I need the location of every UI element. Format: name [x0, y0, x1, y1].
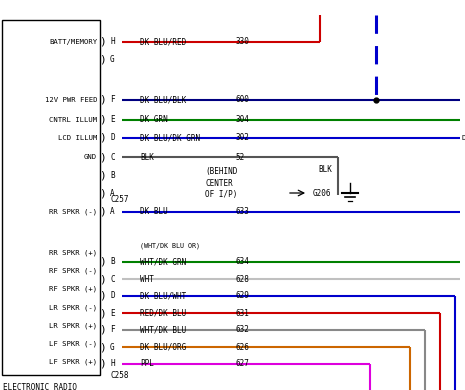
- Text: CNTRL ILLUM: CNTRL ILLUM: [49, 117, 97, 123]
- Text: 12V PWR FEED: 12V PWR FEED: [45, 97, 97, 103]
- Text: 330: 330: [235, 37, 249, 46]
- Text: PPL: PPL: [140, 360, 154, 369]
- Text: D: D: [110, 291, 115, 301]
- Text: ): ): [99, 342, 106, 352]
- Text: ): ): [99, 274, 106, 284]
- Text: ): ): [99, 291, 106, 301]
- Text: WHT: WHT: [140, 275, 154, 284]
- Text: ): ): [99, 359, 106, 369]
- Text: ELECTRONIC RADIO: ELECTRONIC RADIO: [3, 383, 77, 390]
- Text: E: E: [110, 115, 115, 124]
- Text: 52: 52: [235, 152, 244, 161]
- Text: RR SPKR (+): RR SPKR (+): [49, 250, 97, 256]
- Text: LR SPKR (+): LR SPKR (+): [49, 323, 97, 329]
- Text: ): ): [99, 152, 106, 162]
- Text: DK BLU/ORG: DK BLU/ORG: [140, 342, 186, 351]
- Text: RED/DK BLU: RED/DK BLU: [140, 308, 186, 317]
- Text: DK BLU/RED: DK BLU/RED: [140, 37, 186, 46]
- Text: A: A: [110, 207, 115, 216]
- Text: ): ): [99, 115, 106, 125]
- Text: 629: 629: [235, 291, 249, 301]
- Text: H: H: [110, 37, 115, 46]
- Text: G: G: [110, 55, 115, 64]
- Text: ): ): [99, 37, 106, 47]
- Text: G206: G206: [313, 188, 332, 197]
- Text: ): ): [99, 55, 106, 65]
- Text: GND: GND: [84, 154, 97, 160]
- Text: DK BL: DK BL: [462, 135, 465, 141]
- Text: H: H: [110, 360, 115, 369]
- Text: ): ): [99, 257, 106, 267]
- Text: BLK: BLK: [318, 165, 332, 174]
- Text: LCD ILLUM: LCD ILLUM: [58, 135, 97, 141]
- Text: WHT/DK BLU: WHT/DK BLU: [140, 326, 186, 335]
- Text: 631: 631: [235, 308, 249, 317]
- Text: LR SPKR (-): LR SPKR (-): [49, 305, 97, 311]
- Text: LF SPKR (-): LF SPKR (-): [49, 341, 97, 347]
- Text: A: A: [110, 190, 115, 199]
- Text: LF SPKR (+): LF SPKR (+): [49, 359, 97, 365]
- Text: B: B: [110, 172, 115, 181]
- Text: 302: 302: [235, 133, 249, 142]
- Text: E: E: [110, 308, 115, 317]
- Text: D: D: [110, 133, 115, 142]
- Text: (BEHIND
CENTER
OF I/P): (BEHIND CENTER OF I/P): [205, 167, 237, 199]
- Text: 627: 627: [235, 360, 249, 369]
- Text: C: C: [110, 152, 115, 161]
- Text: 633: 633: [235, 207, 249, 216]
- Text: 628: 628: [235, 275, 249, 284]
- Text: DK BLU/WHT: DK BLU/WHT: [140, 291, 186, 301]
- Text: DK BLU/DK GRN: DK BLU/DK GRN: [140, 133, 200, 142]
- Text: ): ): [99, 133, 106, 143]
- Text: 626: 626: [235, 342, 249, 351]
- Text: C257: C257: [110, 195, 128, 204]
- Text: DK BLU/BLK: DK BLU/BLK: [140, 96, 186, 105]
- Text: C: C: [110, 275, 115, 284]
- Text: BLK: BLK: [140, 152, 154, 161]
- Text: RF SPKR (-): RF SPKR (-): [49, 268, 97, 274]
- Text: ): ): [99, 325, 106, 335]
- Text: ): ): [99, 207, 106, 217]
- Text: RF SPKR (+): RF SPKR (+): [49, 286, 97, 292]
- Text: 600: 600: [235, 96, 249, 105]
- Text: ): ): [99, 189, 106, 199]
- Text: BATT/MEMORY: BATT/MEMORY: [49, 39, 97, 45]
- Bar: [2, 20, 100, 375]
- Text: WHT/DK GRN: WHT/DK GRN: [140, 257, 186, 266]
- Text: C258: C258: [110, 370, 128, 379]
- Text: 632: 632: [235, 326, 249, 335]
- Text: 304: 304: [235, 115, 249, 124]
- Text: 634: 634: [235, 257, 249, 266]
- Text: ): ): [99, 95, 106, 105]
- Text: DK GRN: DK GRN: [140, 115, 168, 124]
- Text: ): ): [99, 308, 106, 318]
- Text: F: F: [110, 96, 115, 105]
- Text: G: G: [110, 342, 115, 351]
- Text: B: B: [110, 257, 115, 266]
- Text: (WHT/DK BLU OR): (WHT/DK BLU OR): [140, 243, 200, 249]
- Text: F: F: [110, 326, 115, 335]
- Text: RR SPKR (-): RR SPKR (-): [49, 209, 97, 215]
- Text: DK BLU: DK BLU: [140, 207, 168, 216]
- Text: ): ): [99, 171, 106, 181]
